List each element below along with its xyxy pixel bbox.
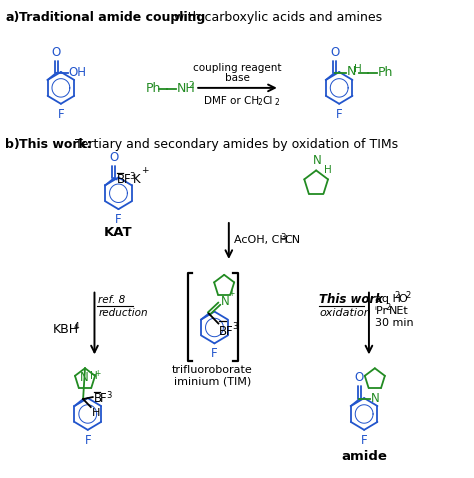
Text: Ph: Ph [378, 66, 393, 79]
Text: O: O [109, 152, 118, 164]
Text: NH: NH [177, 82, 196, 96]
Text: coupling reagent: coupling reagent [193, 63, 282, 73]
Text: Cl: Cl [263, 96, 273, 106]
Text: N: N [313, 154, 321, 167]
Text: ⁱPr: ⁱPr [374, 305, 388, 315]
Text: F: F [100, 391, 107, 404]
Text: b): b) [5, 138, 20, 151]
Text: Ph: Ph [146, 82, 161, 96]
Text: N: N [80, 371, 89, 384]
Text: 2: 2 [189, 81, 194, 90]
Text: This work:: This work: [18, 138, 91, 151]
Text: OH: OH [69, 66, 87, 79]
Text: O: O [355, 371, 364, 384]
Text: with carboxylic acids and amines: with carboxylic acids and amines [170, 11, 383, 24]
Text: N: N [371, 391, 380, 404]
Text: 2: 2 [395, 291, 400, 300]
Text: F: F [336, 108, 343, 121]
Text: 30 min: 30 min [374, 317, 413, 327]
Text: +: + [141, 166, 148, 175]
Text: 3: 3 [129, 172, 135, 181]
Text: 2: 2 [385, 303, 391, 312]
Text: B: B [94, 391, 102, 404]
Text: O: O [52, 46, 61, 59]
Text: N: N [221, 295, 230, 308]
Text: oxidation: oxidation [319, 307, 371, 317]
Text: +: + [95, 369, 101, 378]
Text: H: H [354, 64, 362, 74]
Text: Tertiary and secondary amides by oxidation of TIMs: Tertiary and secondary amides by oxidati… [72, 138, 399, 151]
Text: F: F [211, 348, 218, 360]
Text: trifluoroborate: trifluoroborate [172, 365, 253, 375]
Text: amide: amide [341, 450, 387, 463]
Text: a): a) [5, 11, 19, 24]
Text: 2: 2 [405, 291, 410, 300]
Text: F: F [57, 108, 64, 121]
Text: F: F [226, 325, 233, 337]
Text: Traditional amide coupling: Traditional amide coupling [18, 11, 205, 24]
Text: F: F [123, 173, 130, 186]
Text: This work: This work [319, 293, 383, 306]
Text: N: N [347, 65, 356, 78]
Text: H: H [90, 371, 98, 381]
Text: F: F [115, 213, 122, 226]
Text: 2: 2 [275, 98, 280, 107]
Text: 3: 3 [232, 322, 237, 330]
Text: AcOH, CH: AcOH, CH [234, 235, 287, 245]
Text: H: H [92, 408, 100, 418]
Text: 4: 4 [73, 322, 79, 331]
Text: 2: 2 [257, 98, 263, 107]
Text: 3: 3 [106, 391, 111, 400]
Text: reduction: reduction [98, 307, 148, 317]
Text: F: F [361, 434, 367, 447]
Text: K: K [133, 173, 141, 186]
Text: H: H [324, 165, 332, 175]
Text: KBH: KBH [52, 323, 78, 336]
Text: O: O [330, 46, 339, 59]
Text: aq H: aq H [374, 293, 401, 304]
Text: O: O [399, 293, 408, 304]
Text: B: B [219, 325, 228, 337]
Text: iminium (TIM): iminium (TIM) [174, 376, 251, 386]
Text: CN: CN [284, 235, 301, 245]
Text: NEt: NEt [389, 305, 409, 315]
Text: B: B [117, 173, 125, 186]
Text: KAT: KAT [104, 226, 133, 239]
Text: 3: 3 [281, 232, 286, 241]
Text: F: F [84, 434, 91, 447]
Text: DMF or CH: DMF or CH [204, 96, 259, 106]
Text: ref. 8: ref. 8 [98, 294, 126, 304]
Text: +: + [228, 289, 234, 298]
Text: base: base [225, 73, 250, 83]
